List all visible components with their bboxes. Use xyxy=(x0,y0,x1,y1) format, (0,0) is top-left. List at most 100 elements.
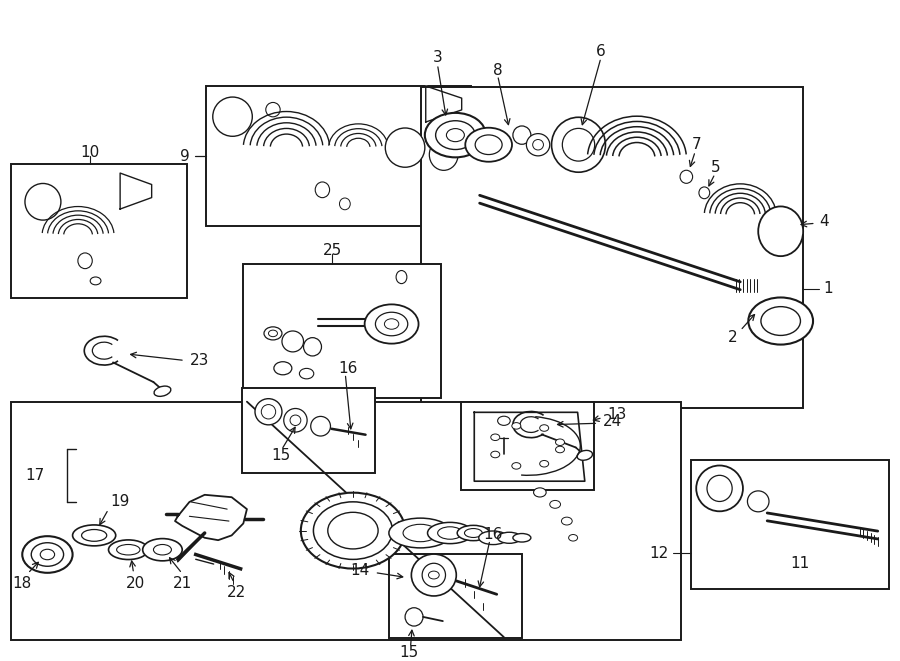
Ellipse shape xyxy=(143,539,182,561)
Text: 1: 1 xyxy=(823,282,832,297)
Ellipse shape xyxy=(533,139,544,150)
Ellipse shape xyxy=(282,331,303,352)
Ellipse shape xyxy=(78,253,93,268)
Ellipse shape xyxy=(707,475,733,502)
Circle shape xyxy=(384,319,399,329)
Polygon shape xyxy=(426,86,462,122)
Circle shape xyxy=(748,297,813,344)
Ellipse shape xyxy=(758,206,803,256)
Ellipse shape xyxy=(429,139,458,171)
Circle shape xyxy=(491,451,500,458)
Circle shape xyxy=(32,543,64,566)
Circle shape xyxy=(465,128,512,162)
Circle shape xyxy=(540,461,549,467)
Text: 24: 24 xyxy=(603,414,622,429)
Bar xyxy=(389,554,522,638)
Circle shape xyxy=(268,330,277,336)
Ellipse shape xyxy=(73,525,116,546)
Text: 18: 18 xyxy=(13,576,32,591)
Circle shape xyxy=(512,463,521,469)
Text: 8: 8 xyxy=(493,63,502,78)
Ellipse shape xyxy=(339,198,350,210)
Text: 10: 10 xyxy=(81,145,100,160)
Circle shape xyxy=(425,113,486,157)
Circle shape xyxy=(436,121,475,149)
Circle shape xyxy=(22,536,73,573)
Text: 14: 14 xyxy=(350,563,369,578)
Circle shape xyxy=(534,488,546,497)
Ellipse shape xyxy=(498,532,521,543)
Text: 16: 16 xyxy=(483,527,502,542)
Ellipse shape xyxy=(513,126,531,144)
Ellipse shape xyxy=(385,128,425,167)
Text: 17: 17 xyxy=(25,468,45,483)
Text: 11: 11 xyxy=(790,556,809,571)
Text: 4: 4 xyxy=(819,214,829,229)
Text: 16: 16 xyxy=(338,361,357,376)
Bar xyxy=(241,388,374,473)
Circle shape xyxy=(562,517,572,525)
Polygon shape xyxy=(474,412,585,481)
Ellipse shape xyxy=(154,545,171,555)
Ellipse shape xyxy=(403,524,437,542)
Circle shape xyxy=(446,129,464,141)
Text: 13: 13 xyxy=(608,407,626,422)
Circle shape xyxy=(491,434,500,440)
Ellipse shape xyxy=(284,408,307,432)
Circle shape xyxy=(375,312,408,336)
Circle shape xyxy=(569,535,578,541)
Circle shape xyxy=(555,439,564,446)
Ellipse shape xyxy=(411,554,456,596)
Ellipse shape xyxy=(526,134,550,156)
Ellipse shape xyxy=(154,386,171,397)
Ellipse shape xyxy=(261,405,275,419)
Polygon shape xyxy=(175,495,247,540)
Ellipse shape xyxy=(699,187,710,199)
Text: 19: 19 xyxy=(111,494,130,510)
Circle shape xyxy=(90,277,101,285)
Circle shape xyxy=(475,135,502,155)
Circle shape xyxy=(264,327,282,340)
Ellipse shape xyxy=(457,525,490,541)
Circle shape xyxy=(760,307,800,335)
Circle shape xyxy=(328,512,378,549)
Text: 12: 12 xyxy=(649,546,669,561)
Text: 7: 7 xyxy=(691,137,701,152)
Circle shape xyxy=(512,422,521,429)
Circle shape xyxy=(301,492,405,568)
Ellipse shape xyxy=(697,465,742,512)
Text: 3: 3 xyxy=(433,50,442,65)
Ellipse shape xyxy=(266,102,280,117)
Bar xyxy=(12,164,186,298)
Text: 20: 20 xyxy=(126,576,145,591)
Circle shape xyxy=(274,362,292,375)
Ellipse shape xyxy=(479,531,508,545)
Circle shape xyxy=(498,416,510,426)
Text: 9: 9 xyxy=(180,149,189,163)
Text: 21: 21 xyxy=(173,576,192,591)
Text: 15: 15 xyxy=(272,448,291,463)
Circle shape xyxy=(313,502,392,559)
Ellipse shape xyxy=(117,545,140,555)
Text: 5: 5 xyxy=(711,160,721,175)
Circle shape xyxy=(40,549,55,560)
Ellipse shape xyxy=(552,117,606,173)
Circle shape xyxy=(364,304,418,344)
Bar xyxy=(243,264,441,398)
Ellipse shape xyxy=(396,270,407,284)
Ellipse shape xyxy=(389,518,452,548)
Ellipse shape xyxy=(255,399,282,425)
Ellipse shape xyxy=(82,529,107,541)
Bar xyxy=(421,87,803,408)
Ellipse shape xyxy=(303,338,321,356)
Ellipse shape xyxy=(680,171,693,183)
Circle shape xyxy=(550,500,561,508)
Ellipse shape xyxy=(437,527,463,539)
Ellipse shape xyxy=(290,415,301,426)
Text: 2: 2 xyxy=(728,330,738,344)
Circle shape xyxy=(555,446,564,453)
Circle shape xyxy=(540,425,549,431)
Text: 25: 25 xyxy=(323,243,342,258)
Text: 22: 22 xyxy=(227,585,246,600)
Ellipse shape xyxy=(315,182,329,198)
